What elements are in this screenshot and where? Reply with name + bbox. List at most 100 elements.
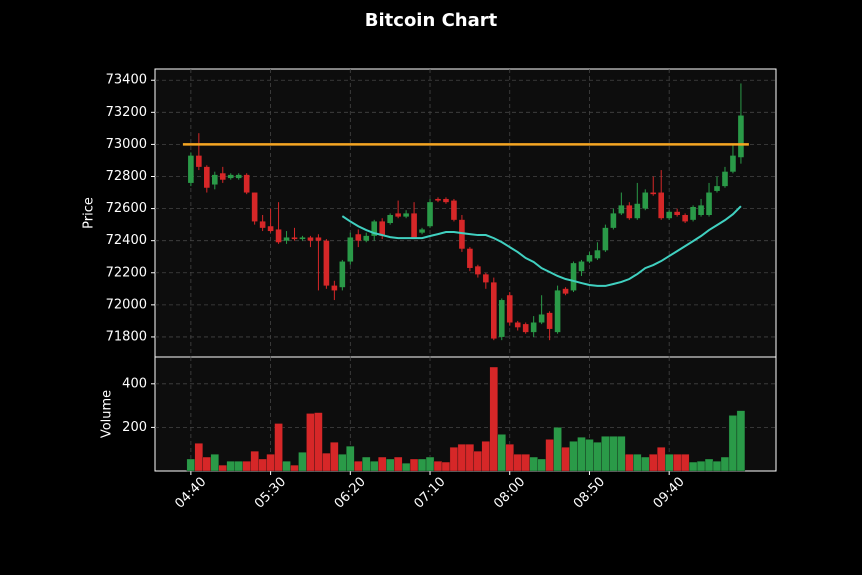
volume-bar	[696, 461, 706, 472]
candle-body	[490, 282, 497, 339]
candle-body	[451, 200, 457, 220]
moving-average	[341, 205, 742, 287]
candle-body	[204, 166, 210, 188]
volume-bar	[282, 461, 291, 472]
candle-body	[706, 192, 712, 216]
candle-body	[530, 322, 537, 333]
volume-bar	[370, 461, 379, 472]
candle-body	[347, 237, 354, 262]
candle-body	[267, 226, 274, 232]
volume-bar	[401, 463, 411, 472]
volume-bar	[386, 458, 395, 472]
volume-bar	[577, 437, 586, 472]
volume-bar	[330, 442, 339, 472]
candle-body	[211, 174, 218, 185]
volume-bar	[680, 454, 690, 472]
volume-bar	[585, 439, 594, 472]
y-tick-label: 72000	[106, 297, 147, 312]
volume-bar	[354, 461, 363, 472]
candle-body	[227, 174, 234, 179]
volume-bar	[537, 458, 546, 472]
volume-bar	[465, 444, 475, 472]
candle-body	[196, 155, 202, 167]
volume-bar	[649, 454, 658, 472]
volume-bar	[202, 456, 211, 472]
candle-body	[554, 290, 561, 333]
candle-body	[506, 295, 513, 323]
volume-bar	[258, 458, 267, 472]
candle-body	[371, 221, 378, 236]
volume-bar	[736, 410, 746, 472]
volume-bar	[338, 454, 347, 472]
candle-body	[467, 248, 473, 268]
y-tick-label: 73200	[106, 105, 147, 120]
volume-bar	[314, 412, 323, 472]
volume-bar	[226, 461, 235, 472]
candle-body	[546, 312, 553, 329]
candle-body	[323, 240, 330, 286]
price-panel	[154, 68, 777, 358]
volume-bar	[210, 454, 219, 472]
volume-tick-label: 400	[122, 376, 147, 391]
candle-body	[275, 229, 282, 243]
volume-bar	[473, 451, 483, 472]
volume-bar	[322, 452, 331, 472]
candle-body	[618, 205, 625, 214]
volume-bar	[704, 458, 714, 472]
volume-bar	[290, 464, 299, 472]
y-tick-label: 71800	[106, 329, 147, 344]
volume-bar	[306, 413, 315, 472]
candle-body	[674, 211, 680, 216]
candle-body	[363, 235, 370, 241]
volume-tick-label: 200	[122, 420, 147, 435]
candle-body	[498, 300, 505, 337]
candle-body	[738, 115, 744, 158]
candle-body	[427, 202, 433, 227]
y-tick-label: 72200	[106, 265, 147, 280]
candle-body	[307, 237, 314, 241]
candle-body	[443, 198, 449, 203]
candle-body	[459, 219, 465, 249]
candle-body	[475, 266, 481, 275]
y-tick-label: 72600	[106, 201, 147, 216]
volume-bar	[242, 461, 251, 472]
candle-body	[666, 211, 672, 219]
volume-bar	[186, 458, 196, 472]
candle-body	[730, 155, 736, 172]
candle-body	[188, 155, 194, 183]
candle-body	[291, 237, 298, 240]
volume-bar	[489, 366, 498, 472]
candle-body	[562, 288, 569, 294]
volume-bar	[266, 454, 275, 472]
candle-body	[259, 221, 266, 228]
y-axis-label: Price	[82, 197, 97, 229]
volume-bar	[218, 464, 227, 472]
volume-bar	[617, 436, 626, 472]
candle-body	[698, 205, 704, 216]
candle-body	[578, 261, 585, 272]
volume-bar	[449, 447, 459, 472]
candle-body	[331, 285, 338, 291]
candle-body	[626, 205, 633, 219]
candle-body	[586, 255, 593, 262]
candle-body	[251, 192, 258, 222]
candle-body	[435, 198, 441, 201]
candle-body	[379, 221, 385, 236]
candle-body	[483, 274, 489, 283]
chart-title: Bitcoin Chart	[365, 10, 498, 31]
volume-bar	[625, 454, 634, 472]
volume-bar	[234, 461, 243, 472]
candle-body	[387, 215, 393, 224]
volume-bar	[529, 456, 538, 472]
volume-bar	[425, 456, 435, 472]
volume-bar	[298, 452, 307, 472]
candle-body	[722, 171, 728, 187]
volume-bar	[569, 441, 578, 472]
volume-bar	[274, 423, 283, 472]
candle-body	[650, 192, 657, 195]
volume-bar	[601, 436, 610, 472]
volume-bar	[362, 456, 371, 472]
volume-bar	[409, 458, 419, 472]
